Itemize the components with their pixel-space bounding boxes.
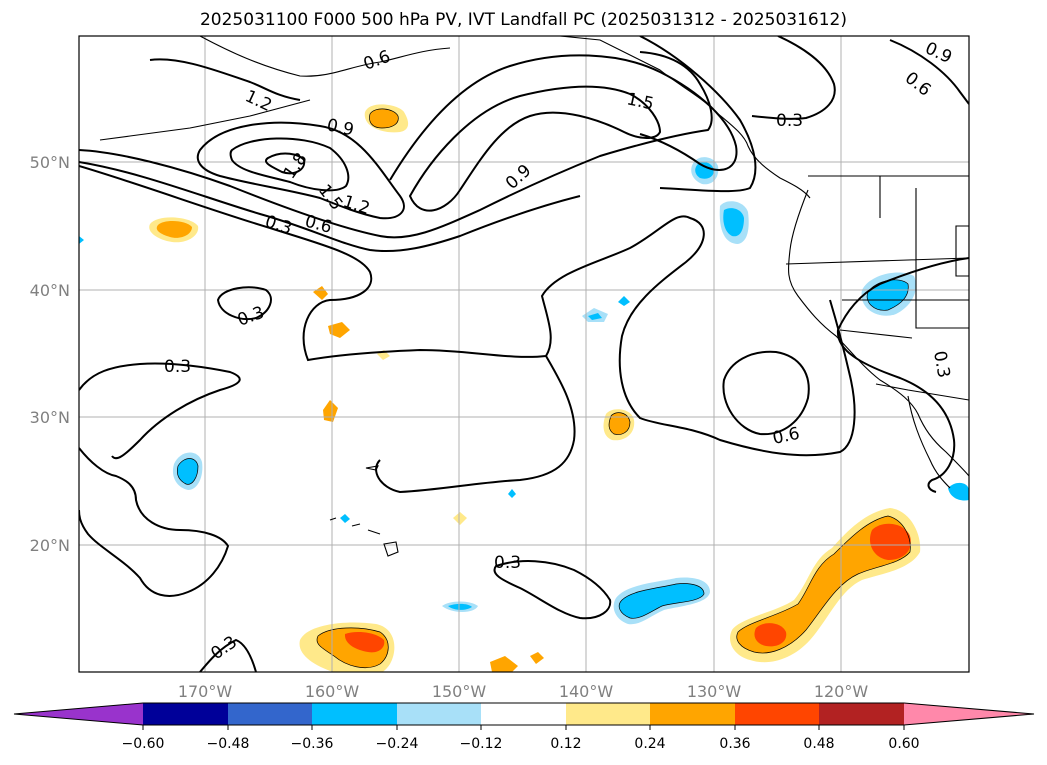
colorbar-segment bbox=[735, 703, 819, 725]
lon-label: 170°W bbox=[178, 682, 233, 701]
contour-0.3-small-loop bbox=[216, 286, 272, 320]
positive-anomaly-small-6 bbox=[490, 656, 518, 672]
negative-anomaly-small-2 bbox=[618, 296, 630, 306]
lat-label: 40°N bbox=[30, 281, 70, 300]
map-panel: 1.2 0.6 0.9 1.5 0.3 0.6 0.9 1.8 1.5 1.2 … bbox=[78, 35, 970, 673]
contour-label: 0.3 bbox=[494, 553, 521, 573]
lon-label: 120°W bbox=[814, 682, 869, 701]
alaska-coast bbox=[79, 36, 811, 199]
lat-tick-labels: 50°N 40°N 30°N 20°N bbox=[30, 153, 70, 555]
colorbar-extend-high bbox=[904, 703, 1034, 725]
colorbar-segment bbox=[312, 703, 397, 725]
positive-anomaly-baja-band-mid bbox=[736, 516, 911, 654]
negative-anomaly-east-pacific-core bbox=[619, 583, 704, 619]
anomaly-outlines bbox=[176, 108, 911, 668]
positive-anomaly-dateline-north-core bbox=[156, 221, 192, 238]
graticule bbox=[79, 36, 969, 672]
lat-label: 30°N bbox=[30, 408, 70, 427]
map-frame bbox=[78, 35, 970, 673]
positive-anomaly-small-2 bbox=[328, 322, 350, 338]
negative-anomaly-mexico-edge bbox=[948, 482, 969, 501]
contour-0.3-east-coast bbox=[836, 257, 969, 493]
contour-label: 0.3 bbox=[776, 111, 803, 131]
colorbar-segment bbox=[650, 703, 735, 725]
lon-label: 150°W bbox=[432, 682, 487, 701]
colorbar-tick-label: 0.12 bbox=[550, 736, 581, 752]
colorbar-tick-label: 0.24 bbox=[634, 736, 665, 752]
colorbar-tick-label: −0.12 bbox=[460, 736, 503, 752]
lon-label: 130°W bbox=[687, 682, 742, 701]
positive-anomaly-mid-pacific-core bbox=[609, 412, 630, 435]
negative-anomaly-bc-coast-core bbox=[695, 162, 714, 179]
negative-anomaly-small-4 bbox=[340, 514, 350, 523]
us-interior-borders bbox=[785, 176, 969, 401]
lon-tick-labels: 170°W 160°W 150°W 140°W 130°W 120°W bbox=[178, 682, 869, 701]
positive-anomaly-small-7 bbox=[530, 652, 544, 664]
colorbar-segment bbox=[566, 703, 650, 725]
colorbar-segment bbox=[481, 703, 566, 725]
contour-1.5-west bbox=[229, 137, 350, 192]
contour-1.2-east bbox=[389, 54, 738, 181]
lon-label: 140°W bbox=[559, 682, 614, 701]
contour-0.3-north-arc bbox=[751, 36, 836, 120]
contour-0.3-main bbox=[79, 165, 856, 457]
small-island-1 bbox=[365, 465, 379, 471]
contour-0.3-south bbox=[493, 560, 612, 620]
lon-label: 160°W bbox=[305, 682, 360, 701]
shaded-anomalies bbox=[79, 104, 969, 672]
colorbar-tick-label: −0.24 bbox=[376, 736, 419, 752]
contour-0.6-east bbox=[639, 36, 757, 193]
colorbar-tick-label: 0.60 bbox=[888, 736, 919, 752]
positive-anomaly-small-5 bbox=[453, 512, 467, 525]
negative-anomaly-left-edge bbox=[79, 236, 84, 244]
contour-label: 0.3 bbox=[164, 357, 191, 377]
aleutians bbox=[99, 99, 311, 141]
contour-0.3-west bbox=[79, 362, 241, 597]
colorbar-segment bbox=[397, 703, 481, 725]
contour-0.3-middle bbox=[375, 355, 576, 494]
positive-anomaly-south-hawaii-core bbox=[344, 632, 385, 653]
contour-0.9-ne bbox=[889, 39, 969, 105]
colorbar-segment bbox=[143, 703, 228, 725]
lat-label: 20°N bbox=[30, 536, 70, 555]
colorbar-tick-label: 0.36 bbox=[719, 736, 750, 752]
contour-0.6-north bbox=[79, 161, 581, 253]
colorbar-segment bbox=[228, 703, 312, 725]
negative-anomaly-small-3 bbox=[508, 489, 516, 498]
colorbar: −0.60 −0.48 −0.36 −0.24 −0.12 0.12 0.24 … bbox=[13, 702, 1035, 752]
negative-anomaly-dateline-south-core bbox=[177, 458, 198, 485]
contour-1.2-north bbox=[149, 58, 301, 101]
map-title: 2025031100 F000 500 hPa PV, IVT Landfall… bbox=[199, 10, 847, 30]
negative-anomaly-nevada-core bbox=[867, 279, 909, 311]
colorbar-tick-label: 0.48 bbox=[803, 736, 834, 752]
contour-label: 0.3 bbox=[929, 349, 953, 379]
positive-anomaly-baja-core bbox=[869, 523, 911, 560]
contour-0.9 bbox=[79, 51, 713, 239]
baja-peninsula bbox=[907, 395, 951, 489]
colorbar-tick-label: −0.60 bbox=[122, 736, 165, 752]
pv-contours bbox=[79, 36, 969, 672]
colorbar-extend-low bbox=[14, 703, 143, 725]
contour-0.6-loop bbox=[722, 350, 810, 436]
contour-1.2-west bbox=[196, 121, 405, 220]
hawaii-islands bbox=[329, 517, 399, 557]
positive-anomaly-gulf-alaska-core bbox=[369, 108, 399, 128]
colorbar-tick-label: −0.36 bbox=[291, 736, 334, 752]
lat-label: 50°N bbox=[30, 153, 70, 172]
negative-anomaly-small-1-core bbox=[588, 313, 602, 320]
positive-anomaly-baja-core-2 bbox=[754, 623, 787, 647]
contour-0.3-sw-corner bbox=[199, 638, 257, 672]
negative-anomaly-wa-coast-core bbox=[723, 208, 744, 237]
colorbar-tick-label: −0.48 bbox=[207, 736, 250, 752]
colorbar-segment bbox=[819, 703, 904, 725]
negative-anomaly-small-5-core bbox=[448, 603, 472, 610]
contour-1.8 bbox=[264, 152, 306, 175]
